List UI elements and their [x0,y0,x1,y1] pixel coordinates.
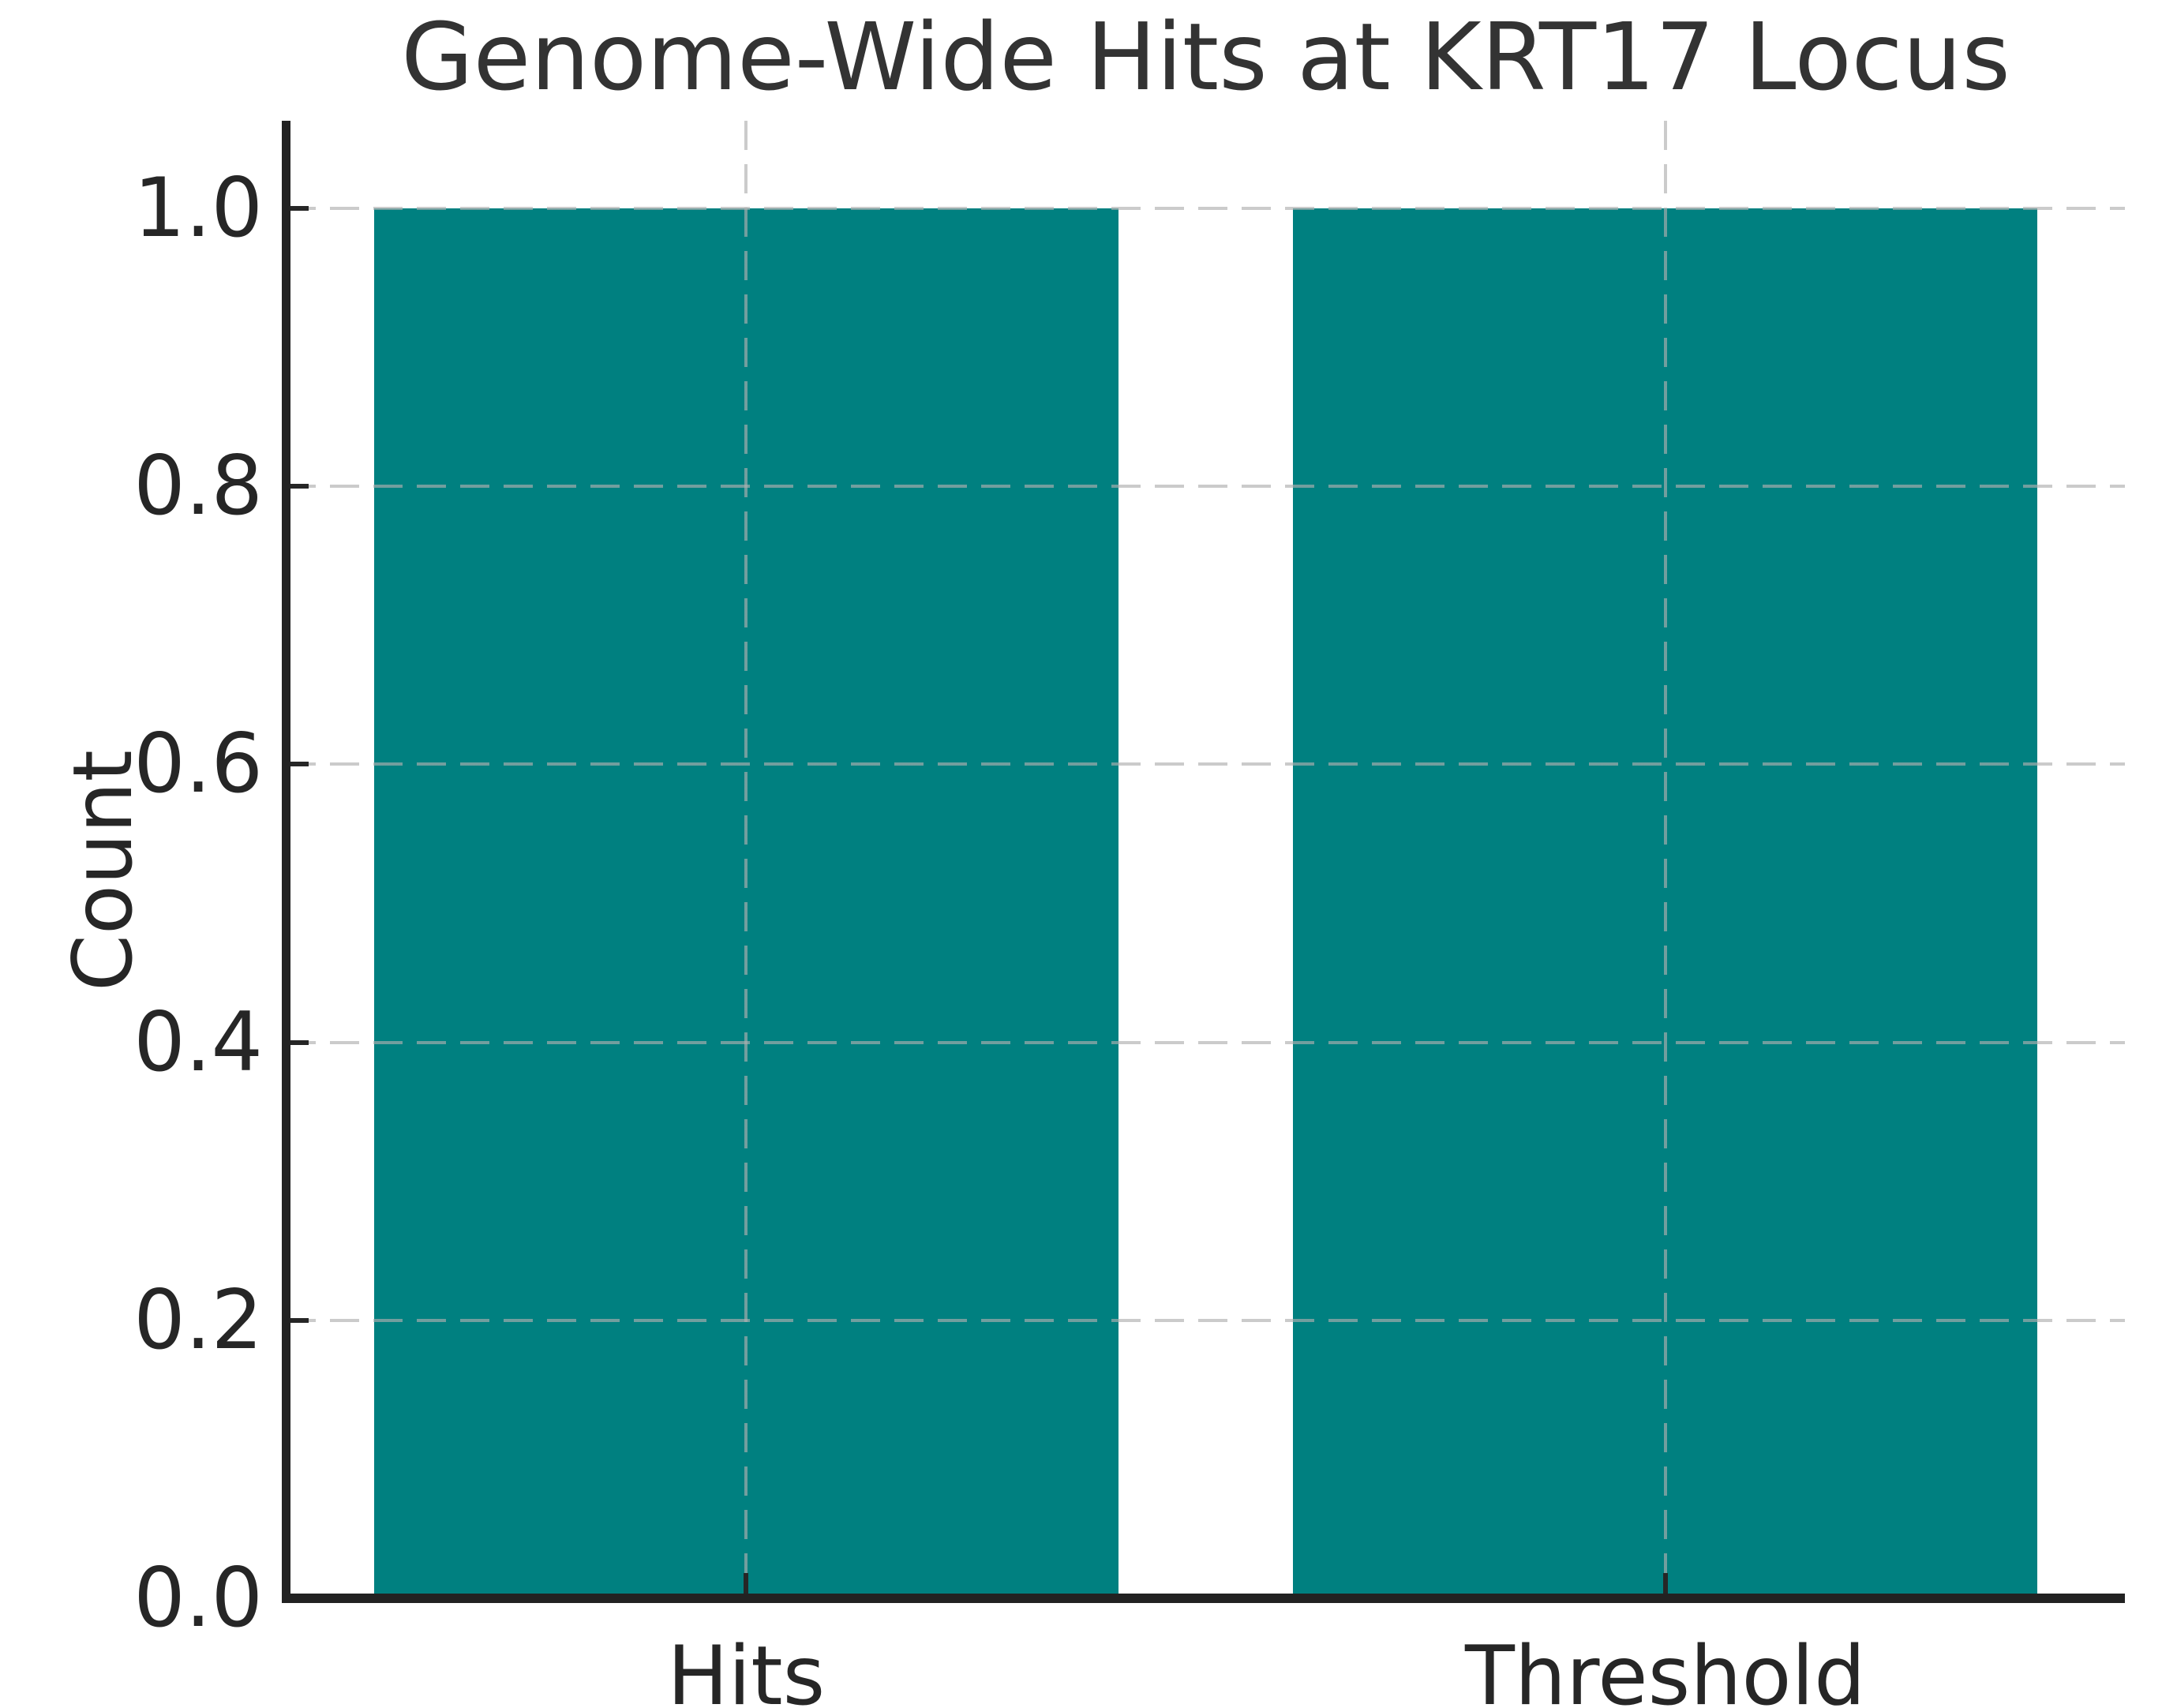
gridline-y-1.0 [287,206,2125,210]
x-tick-label-hits: Hits [667,1629,826,1708]
y-tick-0.8 [287,484,309,489]
y-tick-label-0.2: 0.2 [133,1272,263,1368]
y-tick-label-0.4: 0.4 [133,994,263,1090]
plot-area [287,121,2125,1601]
gridline-y-0.8 [287,485,2125,489]
y-tick-label-0.6: 0.6 [133,717,263,812]
gridline-x-hits [744,121,748,1598]
gridline-x-threshold [1663,121,1667,1598]
chart-title: Genome-Wide Hits at KRT17 Locus [401,2,2010,111]
y-tick-label-1.0: 1.0 [133,160,263,256]
y-tick-0.6 [287,762,309,767]
x-tick-threshold [1662,1573,1668,1595]
x-tick-hits [744,1573,749,1595]
x-tick-label-threshold: Threshold [1464,1629,1866,1708]
y-tick-label-0.8: 0.8 [133,439,263,534]
x-axis-spine [282,1594,2125,1603]
y-axis-spine [282,121,290,1603]
y-tick-0.2 [287,1317,309,1323]
gridline-y-0.6 [287,762,2125,766]
gridline-y-0.4 [287,1040,2125,1044]
y-tick-0.4 [287,1039,309,1045]
y-tick-label-0.0: 0.0 [133,1551,263,1646]
y-tick-1.0 [287,205,309,211]
gridline-y-0.2 [287,1318,2125,1322]
